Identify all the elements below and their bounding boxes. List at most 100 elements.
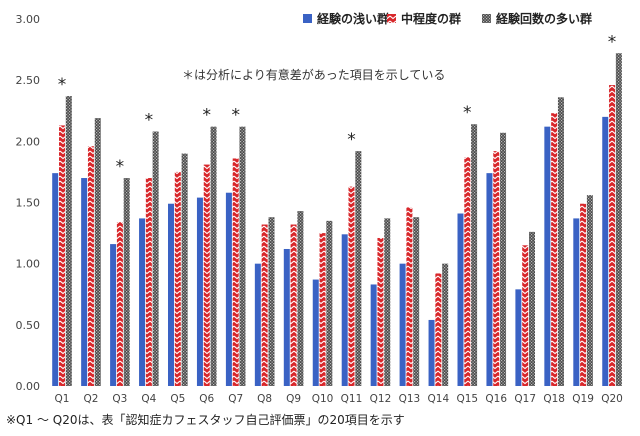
bar-Q14-s3 — [442, 263, 449, 386]
bar-Q17-s2 — [522, 245, 529, 386]
legend: 経験の浅い群 中程度の群 経験回数の多い群 — [303, 11, 592, 26]
significance-mark: * — [203, 106, 212, 126]
bar-Q15-s2 — [464, 157, 471, 386]
bar-Q11-s1 — [341, 234, 348, 386]
bar-Q19-s2 — [580, 203, 587, 386]
significance-marks: * * * * * * * * — [58, 32, 617, 177]
footnote: ※Q1 ～ Q20は、表「認知症カフェスタッフ自己評価票」の20項目を示す — [6, 412, 405, 427]
bar-Q9-s2 — [290, 224, 297, 386]
bar-Q7-s2 — [232, 158, 239, 386]
x-tick-label: Q2 — [83, 393, 98, 405]
bar-Q11-s3 — [355, 151, 362, 386]
x-tick-label: Q17 — [514, 393, 536, 405]
bar-Q13-s2 — [406, 207, 413, 386]
x-tick-label: Q7 — [228, 393, 243, 405]
bar-Q20-s3 — [615, 53, 622, 387]
y-tick-label: 3.00 — [16, 13, 41, 26]
bar-Q4-s3 — [152, 131, 159, 386]
bar-Q20-s2 — [609, 85, 616, 386]
bar-Q10-s1 — [312, 279, 319, 386]
significance-mark: * — [347, 130, 356, 150]
x-tick-label: Q13 — [399, 393, 421, 405]
significance-mark: * — [145, 111, 154, 131]
bar-Q15-s3 — [471, 124, 478, 386]
bar-Q19-s1 — [573, 218, 580, 386]
y-tick-label: 0.50 — [16, 319, 41, 332]
x-tick-label: Q18 — [543, 393, 565, 405]
bar-Q1-s2 — [59, 125, 65, 387]
y-tick-label: 1.50 — [16, 197, 41, 210]
bar-Q10-s3 — [326, 220, 333, 386]
bar-Q2-s3 — [94, 118, 101, 386]
bar-Q1-s3 — [65, 96, 72, 386]
x-tick-label: Q3 — [112, 393, 127, 405]
significance-mark: * — [608, 32, 617, 52]
bar-Q12-s3 — [384, 218, 391, 386]
bar-Q12-s2 — [377, 237, 384, 386]
bar-Q6-s3 — [210, 126, 217, 387]
bar-Q6-s1 — [196, 197, 203, 386]
bar-Q9-s3 — [297, 211, 304, 386]
legend-label: 経験回数の多い群 — [496, 11, 592, 26]
bar-Q16-s3 — [500, 132, 507, 386]
bar-Q2-s2 — [87, 146, 94, 386]
x-tick-label: Q4 — [141, 393, 156, 405]
bar-Q9-s1 — [283, 248, 290, 386]
bar-Q3-s1 — [110, 244, 117, 386]
bar-Q15-s1 — [457, 213, 464, 386]
significance-mark: * — [116, 157, 125, 177]
annotation: ＊は分析により有意差があった項目を示している — [182, 67, 445, 82]
legend-label: 中程度の群 — [401, 11, 461, 26]
bar-Q8-s2 — [261, 224, 268, 386]
x-tick-label: Q10 — [312, 393, 334, 405]
legend-swatch — [482, 14, 491, 23]
bar-Q8-s1 — [254, 263, 261, 386]
bar-Q14-s1 — [428, 319, 435, 386]
bar-Q3-s3 — [123, 178, 130, 386]
bar-Q18-s2 — [551, 113, 558, 387]
bar-Q5-s1 — [168, 203, 174, 386]
bar-Q17-s1 — [515, 289, 522, 386]
bar-Q7-s1 — [225, 192, 232, 386]
significance-mark: * — [463, 103, 472, 123]
y-tick-label: 0.00 — [16, 380, 41, 393]
y-tick-label: 2.50 — [16, 74, 41, 87]
bar-Q13-s3 — [413, 217, 420, 386]
x-tick-label: Q6 — [199, 393, 214, 405]
bar-Q7-s3 — [239, 126, 246, 387]
bar-Q14-s2 — [435, 273, 442, 386]
bar-Q3-s2 — [116, 222, 123, 386]
bar-Q1-s1 — [52, 173, 59, 386]
y-tick-label: 1.00 — [16, 258, 41, 271]
x-tick-label: Q9 — [286, 393, 301, 405]
x-tick-label: Q5 — [170, 393, 185, 405]
bar-Q2-s1 — [81, 178, 88, 386]
bar-Q20-s1 — [602, 116, 609, 386]
bars — [52, 53, 622, 387]
bar-Q16-s2 — [493, 151, 500, 386]
legend-swatch — [303, 14, 312, 23]
x-tick-label: Q20 — [601, 393, 623, 405]
significance-mark: * — [58, 75, 67, 95]
bar-Q6-s2 — [203, 164, 210, 386]
x-tick-label: Q1 — [55, 393, 70, 405]
significance-mark: * — [231, 106, 240, 126]
bar-Q5-s3 — [181, 153, 188, 386]
bar-Q16-s1 — [486, 173, 493, 386]
x-tick-label: Q19 — [572, 393, 594, 405]
bar-Q8-s3 — [268, 217, 275, 386]
bar-Q17-s3 — [529, 231, 535, 386]
x-axis: Q1 Q2 Q3 Q4 Q5 Q6 Q7 Q8 Q9 Q10 Q11 Q12 Q13 Q14 Q15 Q16 Q… — [55, 393, 623, 405]
x-tick-label: Q14 — [428, 393, 450, 405]
x-tick-label: Q11 — [341, 393, 363, 405]
bar-Q4-s1 — [139, 218, 146, 386]
bar-Q11-s2 — [348, 186, 355, 386]
bar-Q5-s2 — [174, 171, 181, 386]
legend-label: 経験の浅い群 — [317, 11, 389, 26]
x-tick-label: Q8 — [257, 393, 272, 405]
bar-Q10-s2 — [319, 233, 326, 386]
bar-Q18-s1 — [544, 126, 551, 387]
y-axis: 0.00 0.50 1.00 1.50 2.00 2.50 3.00 — [16, 13, 41, 393]
x-tick-label: Q12 — [370, 393, 392, 405]
